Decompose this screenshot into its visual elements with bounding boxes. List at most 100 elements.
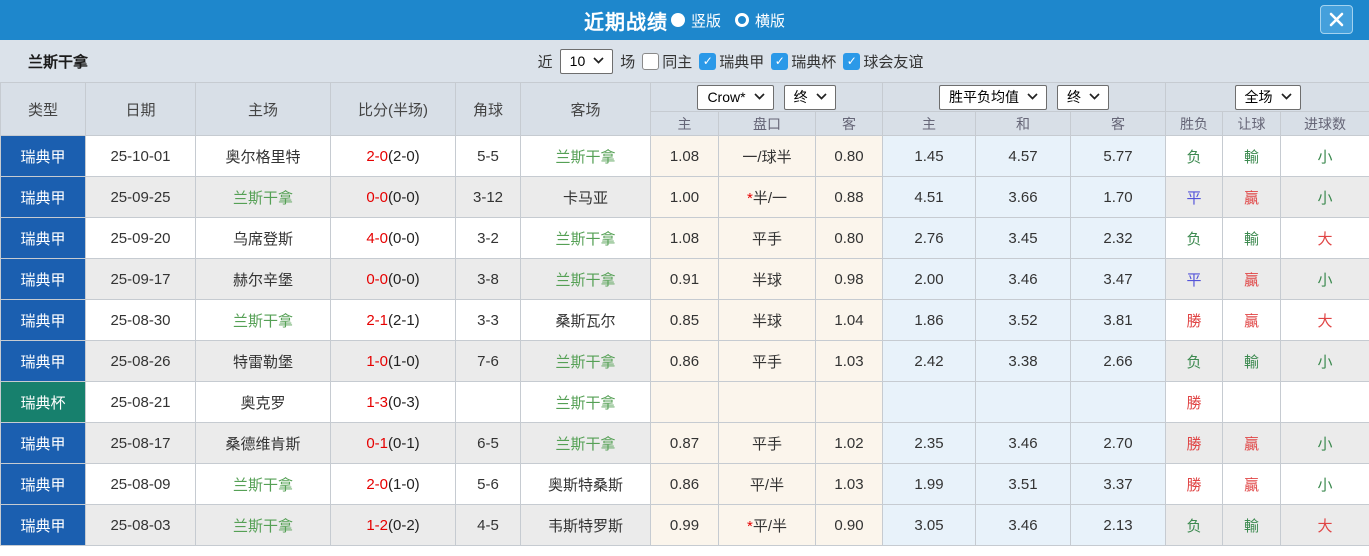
date-cell: 25-08-09 xyxy=(85,463,196,505)
title-group: 近期战绩 竖版 横版 xyxy=(584,6,785,35)
handicap-result-badge: 輸 xyxy=(1243,230,1259,248)
checkbox-icon[interactable] xyxy=(642,52,660,70)
layout-radio-vertical[interactable]: 竖版 xyxy=(668,10,721,31)
goals-cell: 大 xyxy=(1279,299,1369,341)
competition-cell: 瑞典甲 xyxy=(0,217,86,259)
score-cell: 2-0(2-0) xyxy=(330,135,456,177)
result-cell: 负 xyxy=(1165,135,1223,177)
result-cell: 勝 xyxy=(1165,299,1223,341)
table-row: 瑞典甲 25-09-20 乌席登斯 4-0(0-0) 3-2 兰斯干拿 1.08… xyxy=(0,217,1369,259)
handicap-away-odds-cell: 0.88 xyxy=(815,176,883,218)
goals-badge: 大 xyxy=(1317,517,1333,535)
result-badge: 勝 xyxy=(1186,476,1202,494)
date-cell: 25-08-30 xyxy=(85,299,196,341)
home-team-cell: 奥克罗 xyxy=(195,381,331,423)
result-cell: 负 xyxy=(1165,504,1223,546)
matches-label: 场 xyxy=(620,53,636,71)
halftime-score: (1-0) xyxy=(388,475,420,493)
date-cell: 25-09-25 xyxy=(85,176,196,218)
score-cell: 2-1(2-1) xyxy=(330,299,456,341)
fulltime-score: 2-1 xyxy=(366,311,388,329)
handicap-result-badge: 贏 xyxy=(1243,435,1259,453)
fulltime-score: 0-1 xyxy=(366,434,388,452)
radio-selected-icon[interactable] xyxy=(670,13,685,27)
odds-company-select[interactable]: Crow* xyxy=(697,84,774,110)
date-cell: 25-09-17 xyxy=(85,258,196,300)
home-team-cell: 特雷勒堡 xyxy=(195,340,331,382)
filter-swedish-league[interactable]: 瑞典甲 xyxy=(699,51,764,72)
competition-cell: 瑞典杯 xyxy=(0,381,86,423)
col-header-home: 主场 xyxy=(195,82,331,136)
handicap-result-cell: 贏 xyxy=(1222,463,1281,505)
avg-time-select[interactable]: 终 xyxy=(1057,84,1109,110)
result-badge: 负 xyxy=(1186,517,1202,535)
score-cell: 1-0(1-0) xyxy=(330,340,456,382)
corner-cell xyxy=(455,381,521,423)
filter-swedish-cup[interactable]: 瑞典杯 xyxy=(771,51,836,72)
goals-cell: 小 xyxy=(1279,258,1369,300)
avg-win-odds-cell: 1.86 xyxy=(882,299,976,341)
away-team-cell: 韦斯特罗斯 xyxy=(520,504,651,546)
filter-same-home[interactable]: 同主 xyxy=(642,51,692,72)
fulltime-score: 2-0 xyxy=(366,475,388,493)
avg-odds-select[interactable]: 胜平负均值 xyxy=(939,84,1047,110)
handicap-line: 平/半 xyxy=(749,476,785,494)
avg-draw-odds-cell: 3.46 xyxy=(975,504,1071,546)
result-cell: 平 xyxy=(1165,258,1223,300)
odds-time-select[interactable]: 终 xyxy=(783,84,836,110)
layout-radio-horizontal[interactable]: 横版 xyxy=(735,10,785,31)
checkbox-icon[interactable] xyxy=(699,52,717,70)
result-badge: 勝 xyxy=(1186,435,1202,453)
handicap-group-header: Crow* 终 xyxy=(650,82,883,112)
changed-line-marker: * xyxy=(746,517,753,535)
subcol-avg-home: 主 xyxy=(882,111,976,136)
handicap-home-odds-cell: 1.08 xyxy=(650,135,719,177)
competition-cell: 瑞典甲 xyxy=(0,299,86,341)
goals-badge: 小 xyxy=(1317,148,1333,166)
avg-win-odds-cell: 2.00 xyxy=(882,258,976,300)
avg-win-odds-cell: 2.35 xyxy=(882,422,976,464)
col-header-away: 客场 xyxy=(520,82,651,136)
close-icon xyxy=(1329,12,1344,27)
checkbox-icon[interactable] xyxy=(771,52,789,70)
date-cell: 25-08-17 xyxy=(85,422,196,464)
handicap-line-cell xyxy=(718,381,816,423)
filter-club-friendly[interactable]: 球会友谊 xyxy=(843,51,923,72)
close-button[interactable] xyxy=(1320,5,1353,34)
corner-cell: 3-12 xyxy=(455,176,521,218)
checkbox-icon[interactable] xyxy=(843,52,861,70)
handicap-result-cell: 輸 xyxy=(1222,135,1281,177)
chevron-down-icon xyxy=(1027,93,1038,100)
handicap-home-odds-cell: 0.87 xyxy=(650,422,719,464)
corner-cell: 3-3 xyxy=(455,299,521,341)
handicap-result-cell: 贏 xyxy=(1222,176,1281,218)
date-cell: 25-09-20 xyxy=(85,217,196,259)
result-cell: 勝 xyxy=(1165,422,1223,464)
radio-vertical-label: 竖版 xyxy=(690,12,721,30)
goals-cell: 大 xyxy=(1279,217,1369,259)
handicap-away-odds-cell: 1.04 xyxy=(815,299,883,341)
handicap-line-cell: *平/半 xyxy=(718,504,816,546)
scope-select[interactable]: 全场 xyxy=(1234,84,1301,110)
handicap-home-odds-cell: 0.86 xyxy=(650,463,719,505)
avg-win-odds-cell: 1.45 xyxy=(882,135,976,177)
competition-cell: 瑞典甲 xyxy=(0,463,86,505)
result-badge: 平 xyxy=(1186,271,1202,289)
avg-draw-odds-cell: 3.45 xyxy=(975,217,1071,259)
table-row: 瑞典甲 25-09-17 赫尔辛堡 0-0(0-0) 3-8 兰斯干拿 0.91… xyxy=(0,258,1369,300)
avg-win-odds-cell xyxy=(882,381,976,423)
home-team-cell: 兰斯干拿 xyxy=(195,463,331,505)
goals-badge: 大 xyxy=(1317,312,1333,330)
subcol-avg-away: 客 xyxy=(1070,111,1166,136)
handicap-result-cell: 輸 xyxy=(1222,217,1281,259)
away-team-cell: 兰斯干拿 xyxy=(520,217,651,259)
goals-badge: 小 xyxy=(1317,435,1333,453)
handicap-line-cell: 平手 xyxy=(718,340,816,382)
home-team-cell: 兰斯干拿 xyxy=(195,299,331,341)
matches-count-select[interactable]: 10 xyxy=(559,48,614,74)
subcol-handicap-result: 让球 xyxy=(1222,111,1281,136)
avg-win-odds-cell: 2.76 xyxy=(882,217,976,259)
radio-unselected-icon[interactable] xyxy=(735,13,749,27)
corner-cell: 5-5 xyxy=(455,135,521,177)
score-cell: 1-3(0-3) xyxy=(330,381,456,423)
